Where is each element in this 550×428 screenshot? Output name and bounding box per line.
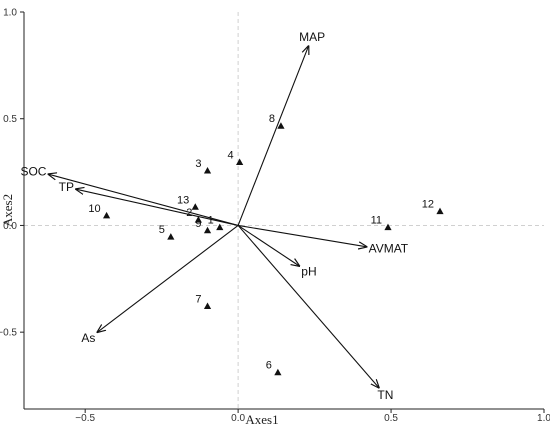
site-label: 4 (228, 149, 234, 161)
x-tick-label: 1.0 (537, 413, 550, 424)
site-marker-1 (216, 223, 224, 231)
site-label: 10 (88, 203, 100, 215)
y-axis-title: Axes2 (0, 194, 15, 227)
vector-label: TN (377, 388, 393, 402)
vector-as (97, 225, 239, 332)
site-marker-5 (167, 233, 175, 240)
vector-label: SOC (20, 165, 46, 179)
tick-marks: −0.5 0.0 0.5 1.0 −0.5 0.0 0.5 1.0 (0, 8, 550, 425)
vector-label: MAP (299, 30, 325, 44)
site-marker-3 (203, 167, 212, 174)
x-axis-title: Axes1 (245, 412, 278, 427)
y-tick-label: −0.5 (0, 328, 17, 339)
vector-label: As (81, 331, 95, 345)
site-marker-11 (384, 223, 392, 231)
vector-tn (237, 225, 379, 387)
site-label: 12 (422, 199, 434, 211)
vector-map (237, 46, 308, 226)
site-label: 3 (195, 158, 201, 170)
vector-label: TP (59, 180, 74, 194)
site-marker-7 (203, 302, 212, 310)
site-label: 2 (186, 207, 192, 219)
vector-label: AVMAT (369, 241, 409, 255)
site-label: 7 (195, 294, 201, 306)
y-tick-label: 0.0 (3, 221, 17, 232)
site-label: 13 (177, 194, 189, 206)
site-label: 5 (159, 224, 165, 236)
y-tick-label: 1.0 (3, 8, 17, 19)
x-tick-label: 0.5 (384, 413, 398, 424)
site-label: 6 (266, 360, 272, 372)
vector-ph (237, 224, 299, 266)
x-tick-label: −0.5 (75, 413, 95, 424)
zero-reference-lines (24, 12, 544, 409)
vector-avmat (238, 224, 366, 246)
site-label: 1 (208, 215, 214, 227)
x-tick-label: 0.0 (231, 413, 245, 424)
vector-soc (48, 174, 239, 226)
site-label: 8 (269, 113, 275, 125)
variable-vectors: MAP SOC TP AVMAT pH As TN (20, 30, 408, 402)
site-marker-12 (436, 207, 444, 215)
vector-tp (76, 189, 239, 226)
site-marker-2 (194, 216, 202, 223)
site-marker-4 (236, 158, 244, 165)
site-marker-10 (102, 211, 111, 219)
site-marker-13 (191, 203, 199, 210)
site-marker-8 (277, 122, 285, 129)
site-marker-6 (274, 368, 282, 376)
site-marker-9 (203, 226, 212, 234)
vector-label: pH (301, 265, 316, 279)
site-label: 11 (371, 215, 382, 227)
site-label: 9 (195, 218, 201, 230)
axes (23, 12, 544, 410)
y-tick-label: 0.5 (3, 114, 17, 125)
